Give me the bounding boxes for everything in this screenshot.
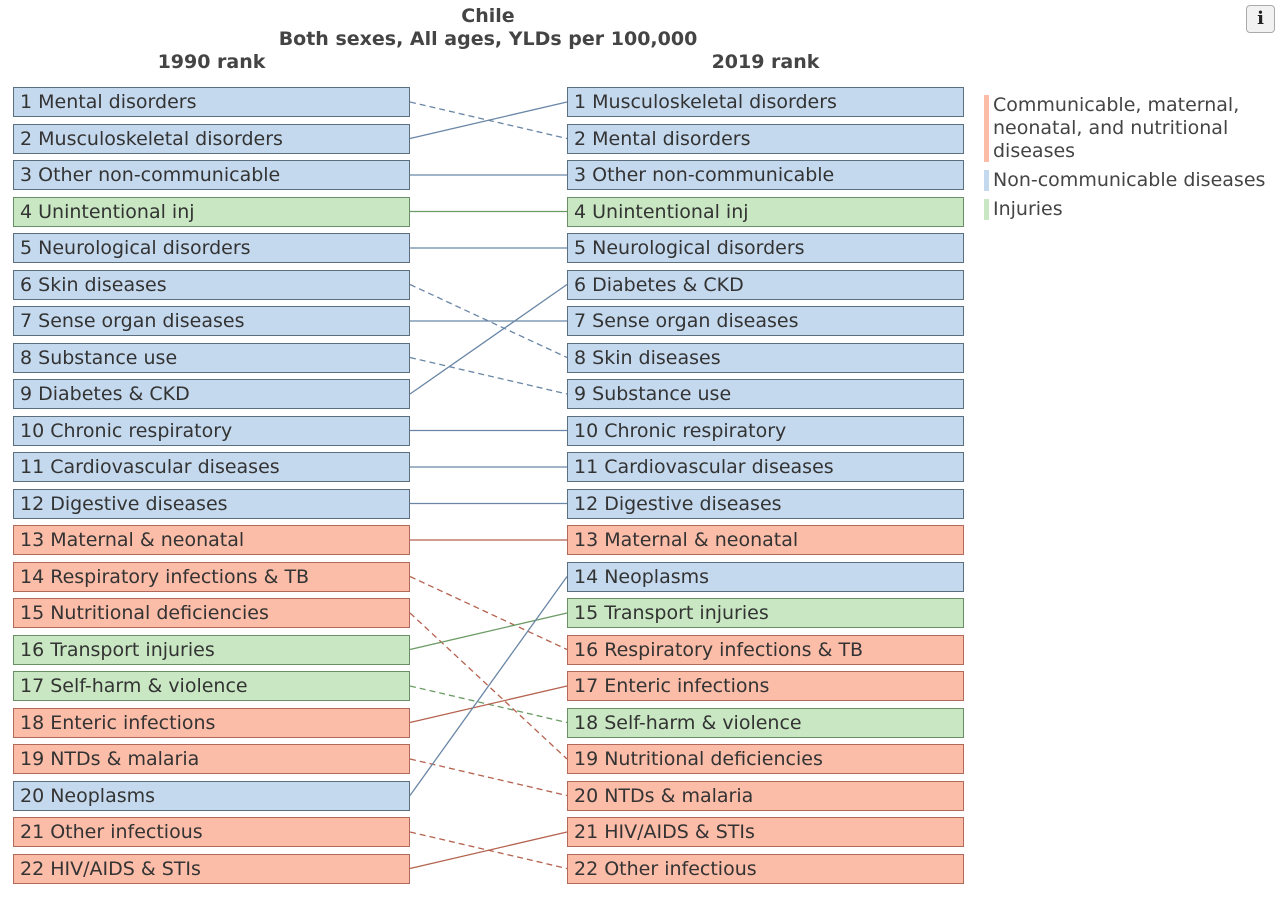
cause-1990-rank-8[interactable]: 8 Substance use (13, 342, 410, 373)
cause-1990-rank-9[interactable]: 9 Diabetes & CKD (13, 379, 410, 409)
cause-1990-rank-21[interactable]: 21 Other infectious (13, 817, 410, 847)
cause-2019-rank-15[interactable]: 15 Transport injuries (567, 598, 964, 628)
cause-1990-rank-16[interactable]: 16 Transport injuries (13, 634, 410, 665)
connector-transport-injuries (409, 612, 568, 651)
cause-1990-rank-20[interactable]: 20 Neoplasms (13, 780, 410, 811)
cause-1990-rank-3[interactable]: 3 Other non-communicable (13, 160, 410, 190)
legend-label: Injuries (993, 198, 1063, 220)
cause-2019-rank-8[interactable]: 8 Skin diseases (567, 342, 964, 373)
cause-1990-rank-7[interactable]: 7 Sense organ diseases (13, 306, 410, 336)
cause-1990-rank-4[interactable]: 4 Unintentional inj (13, 196, 410, 227)
cause-2019-rank-9[interactable]: 9 Substance use (567, 379, 964, 409)
connector-self-harm-violence (409, 685, 568, 724)
cause-2019-rank-21[interactable]: 21 HIV/AIDS & STIs (567, 817, 964, 847)
connector-hiv-aids-stis (409, 831, 568, 870)
cause-1990-rank-15[interactable]: 15 Nutritional deficiencies (13, 598, 410, 628)
cause-2019-rank-7[interactable]: 7 Sense organ diseases (567, 306, 964, 336)
cause-2019-rank-14[interactable]: 14 Neoplasms (567, 561, 964, 592)
connector-substance-use (409, 356, 568, 395)
cause-2019-rank-13[interactable]: 13 Maternal & neonatal (567, 525, 964, 555)
cause-2019-rank-16[interactable]: 16 Respiratory infections & TB (567, 634, 964, 665)
cause-1990-rank-2[interactable]: 2 Musculoskeletal disorders (13, 123, 410, 154)
legend-item-ncd: Non-communicable diseases (984, 169, 1274, 192)
cause-2019-rank-12[interactable]: 12 Digestive diseases (567, 488, 964, 519)
cause-1990-rank-22[interactable]: 22 HIV/AIDS & STIs (13, 853, 410, 884)
connector-enteric-infections (409, 685, 568, 724)
cause-2019-rank-18[interactable]: 18 Self-harm & violence (567, 707, 964, 738)
cause-1990-rank-18[interactable]: 18 Enteric infections (13, 707, 410, 738)
connector-mental-disorders (409, 101, 568, 140)
info-button[interactable]: i (1246, 5, 1275, 33)
cause-1990-rank-1[interactable]: 1 Mental disorders (13, 87, 410, 117)
connector-nutritional-deficiencies (409, 612, 568, 760)
cause-2019-rank-22[interactable]: 22 Other infectious (567, 853, 964, 884)
legend: Communicable, maternal, neonatal, and nu… (984, 94, 1274, 227)
legend-item-cmnn: Communicable, maternal, neonatal, and nu… (984, 94, 1274, 163)
legend-label: Non-communicable diseases (993, 169, 1266, 191)
cause-2019-rank-5[interactable]: 5 Neurological disorders (567, 233, 964, 263)
legend-swatch-cmnn (984, 95, 989, 162)
legend-item-inj: Injuries (984, 198, 1274, 221)
cause-2019-rank-19[interactable]: 19 Nutritional deficiencies (567, 744, 964, 774)
cause-1990-rank-17[interactable]: 17 Self-harm & violence (13, 671, 410, 701)
connector-skin-diseases (409, 283, 568, 359)
connector-neoplasms (409, 576, 568, 796)
connector-respiratory-infections-tb (409, 575, 568, 651)
right-column-header: 2019 rank (711, 51, 820, 73)
cause-1990-rank-14[interactable]: 14 Respiratory infections & TB (13, 561, 410, 592)
cause-1990-rank-13[interactable]: 13 Maternal & neonatal (13, 525, 410, 555)
connector-musculoskeletal-disorders (409, 101, 568, 140)
cause-2019-rank-17[interactable]: 17 Enteric infections (567, 671, 964, 701)
legend-label: Communicable, maternal, neonatal, and nu… (993, 94, 1240, 162)
cause-1990-rank-19[interactable]: 19 NTDs & malaria (13, 744, 410, 774)
legend-swatch-inj (984, 199, 989, 220)
cause-1990-rank-10[interactable]: 10 Chronic respiratory (13, 415, 410, 446)
cause-2019-rank-1[interactable]: 1 Musculoskeletal disorders (567, 87, 964, 117)
cause-2019-rank-2[interactable]: 2 Mental disorders (567, 123, 964, 154)
cause-2019-rank-20[interactable]: 20 NTDs & malaria (567, 780, 964, 811)
left-column-header: 1990 rank (157, 51, 266, 73)
connector-ntds-malaria (409, 758, 568, 797)
cause-1990-rank-11[interactable]: 11 Cardiovascular diseases (13, 452, 410, 482)
cause-2019-rank-3[interactable]: 3 Other non-communicable (567, 160, 964, 190)
cause-1990-rank-12[interactable]: 12 Digestive diseases (13, 488, 410, 519)
cause-2019-rank-11[interactable]: 11 Cardiovascular diseases (567, 452, 964, 482)
chart-title: Chile (461, 5, 515, 27)
connector-other-infectious (409, 831, 568, 870)
cause-2019-rank-6[interactable]: 6 Diabetes & CKD (567, 269, 964, 300)
cause-1990-rank-6[interactable]: 6 Skin diseases (13, 269, 410, 300)
cause-1990-rank-5[interactable]: 5 Neurological disorders (13, 233, 410, 263)
connector-diabetes-ckd (409, 283, 568, 395)
cause-2019-rank-4[interactable]: 4 Unintentional inj (567, 196, 964, 227)
cause-2019-rank-10[interactable]: 10 Chronic respiratory (567, 415, 964, 446)
legend-swatch-ncd (984, 170, 989, 191)
chart-subtitle: Both sexes, All ages, YLDs per 100,000 (278, 28, 698, 50)
